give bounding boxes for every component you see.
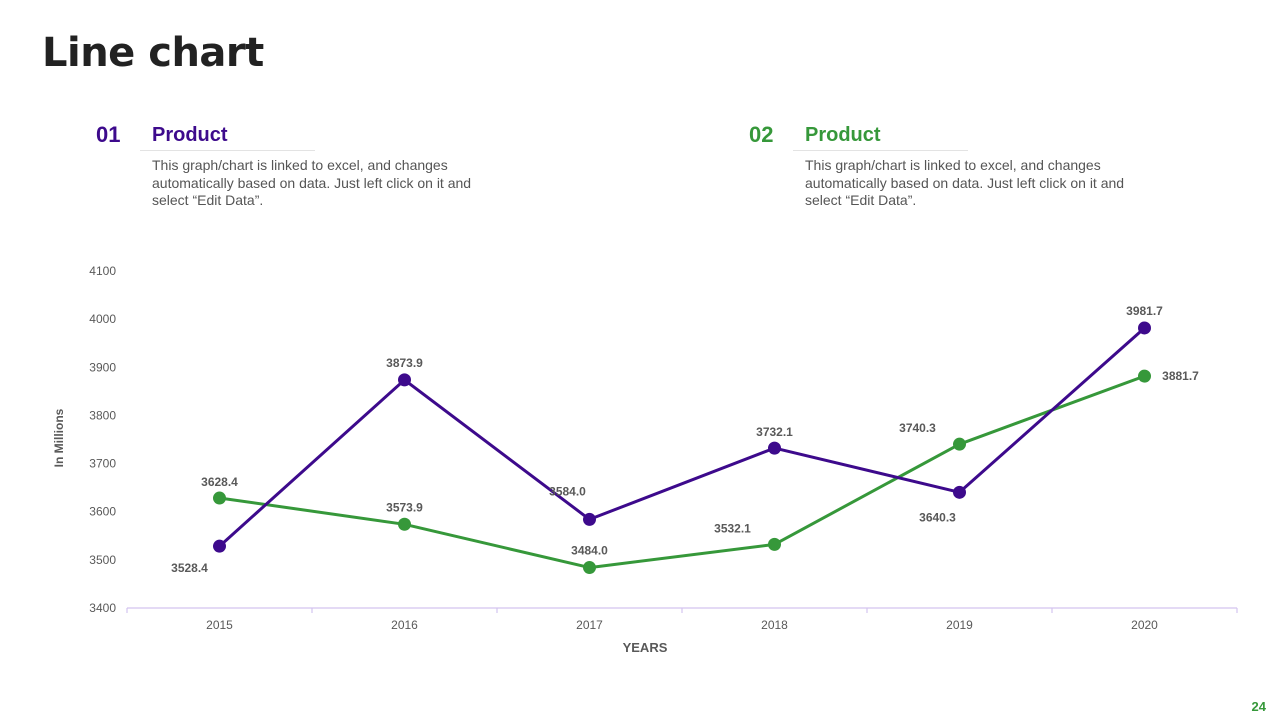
data-label: 3732.1 [756,425,793,439]
data-label: 3573.9 [386,500,423,514]
data-point[interactable] [953,437,966,451]
x-tick-label: 2019 [946,618,973,632]
data-point[interactable] [1138,369,1151,383]
y-tick-label: 3700 [89,457,116,471]
data-point[interactable] [213,539,226,553]
x-tick-label: 2016 [391,618,418,632]
x-axis-title: YEARS [623,640,668,655]
product-divider-02 [793,150,968,151]
data-label: 3981.7 [1126,304,1163,318]
product-number-01: 01 [96,122,121,147]
data-label: 3532.1 [714,521,751,535]
data-label: 3873.9 [386,356,423,370]
data-point[interactable] [768,441,781,455]
y-tick-label: 4000 [89,312,116,326]
series-line-2[interactable] [219,374,1146,570]
product-heading-02: Product [805,124,881,146]
x-tick-label: 2020 [1131,618,1158,632]
data-label: 3484.0 [571,544,608,558]
data-point[interactable] [398,373,411,387]
x-tick-label: 2015 [206,618,233,632]
y-tick-label: 3600 [89,505,116,519]
data-label: 3628.4 [201,475,238,489]
data-label: 3528.4 [171,561,208,575]
series-line-1[interactable] [218,326,1146,548]
data-point[interactable] [398,517,411,531]
y-tick-label: 4100 [89,264,116,278]
product-divider-01 [140,150,315,151]
x-tick-label: 2017 [576,618,603,632]
y-axis-title: In Millions [52,408,66,467]
data-point[interactable] [583,512,596,526]
y-tick-label: 3800 [89,408,116,422]
product-description-01: This graph/chart is linked to excel, and… [152,157,472,208]
y-tick-label: 3400 [89,601,116,615]
data-label: 3881.7 [1162,369,1199,383]
product-description-02: This graph/chart is linked to excel, and… [805,157,1125,208]
slide-title: Line chart [42,30,264,76]
y-tick-label: 3900 [89,360,116,374]
data-label: 3584.0 [549,484,586,498]
data-point[interactable] [213,491,226,505]
x-tick-label: 2018 [761,618,788,632]
data-point[interactable] [583,561,596,575]
page-number: 24 [1251,699,1266,714]
data-point[interactable] [953,485,966,499]
data-label: 3640.3 [919,510,956,524]
product-heading-01: Product [152,124,228,146]
y-tick-label: 3500 [89,553,116,567]
data-label: 3740.3 [899,421,936,435]
product-number-02: 02 [749,122,774,147]
data-point[interactable] [768,537,781,551]
data-point[interactable] [1138,321,1151,335]
